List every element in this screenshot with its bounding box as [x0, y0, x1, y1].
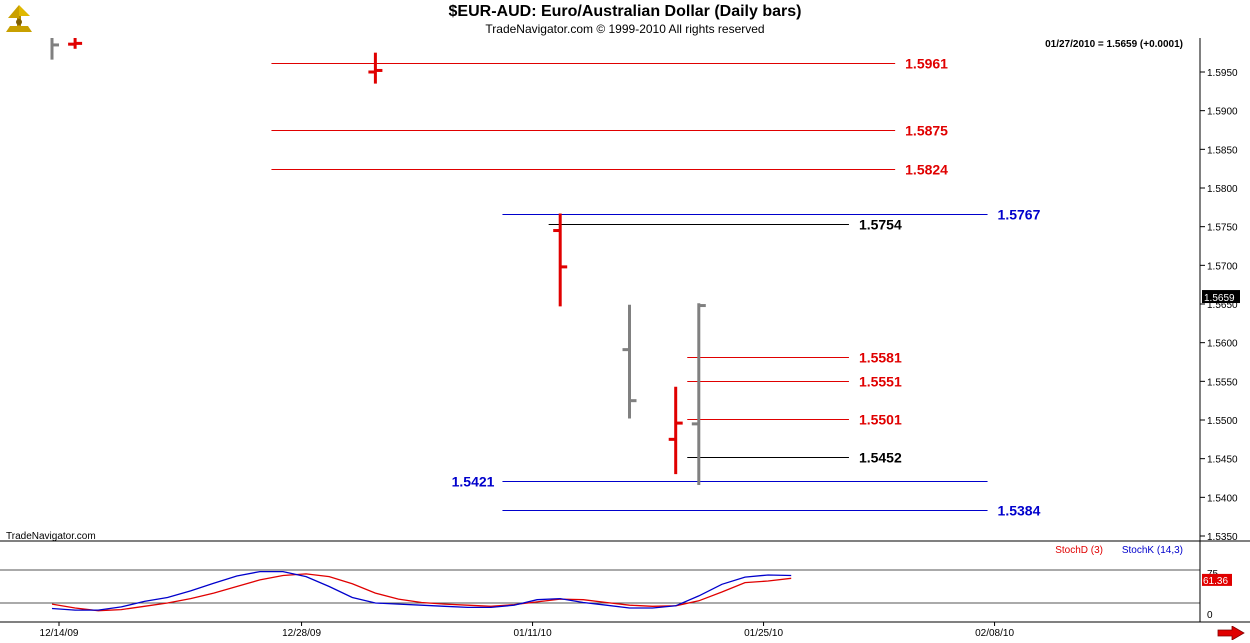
x-tick-label: 02/08/10 [975, 628, 1014, 639]
watermark-text: TradeNavigator.com [6, 531, 96, 542]
level-label: 1.5875 [905, 123, 948, 139]
stoch-series-line [51, 570, 792, 611]
x-tick-label: 01/25/10 [744, 628, 783, 639]
last-price-label: 1.5659 [1204, 293, 1235, 304]
y-tick-label: 1.5950 [1207, 68, 1238, 79]
level-label: 1.5501 [859, 412, 902, 428]
level-label: 1.5384 [998, 503, 1041, 519]
level-label: 1.5581 [859, 350, 902, 366]
level-label: 1.5961 [905, 56, 948, 72]
level-label: 1.5754 [859, 217, 902, 233]
y-tick-label: 1.5350 [1207, 532, 1238, 543]
y-tick-label: 1.5550 [1207, 377, 1238, 388]
y-tick-label: 1.5800 [1207, 184, 1238, 195]
y-tick-label: 1.5600 [1207, 339, 1238, 350]
level-label: 1.5452 [859, 450, 902, 466]
price-axis-bg [1200, 38, 1250, 540]
stoch-last-value-label: 61.36 [1203, 576, 1228, 587]
y-tick-label: 1.5900 [1207, 107, 1238, 118]
level-label: 1.5767 [998, 207, 1041, 223]
last-quote-label: 01/27/2010 = 1.5659 (+0.0001) [1045, 39, 1183, 50]
scroll-right-arrow-icon[interactable] [1216, 626, 1246, 640]
y-tick-label: 1.5750 [1207, 223, 1238, 234]
stochd-legend: StochD (3) [1055, 545, 1103, 556]
stoch-last-value-box [1202, 573, 1232, 586]
level-label: 1.5551 [859, 374, 902, 390]
x-tick-label: 12/28/09 [282, 628, 321, 639]
y-tick-label: 1.5500 [1207, 416, 1238, 427]
x-tick-label: 01/11/10 [513, 628, 552, 639]
y-tick-label: 1.5700 [1207, 261, 1238, 272]
y-tick-label: 1.5850 [1207, 145, 1238, 156]
chart-title: $EUR-AUD: Euro/Australian Dollar (Daily … [448, 3, 802, 20]
stoch-y-tick-label: 0 [1207, 610, 1213, 621]
y-tick-label: 1.5650 [1207, 300, 1238, 311]
stochastic-panel: StochD (3) StochK (14,3) [0, 545, 1200, 612]
y-tick-label: 1.5400 [1207, 493, 1238, 504]
title-bar: $EUR-AUD: Euro/Australian Dollar (Daily … [0, 0, 1250, 38]
stochk-legend: StochK (14,3) [1122, 545, 1183, 556]
level-label: 1.5421 [452, 474, 495, 490]
last-price-box [1202, 290, 1240, 304]
level-label: 1.5824 [905, 162, 948, 178]
axes: 1.5350 1.5400 1.5450 1.5500 1.5550 1.5600 1.56… [0, 38, 1250, 639]
x-tick-label: 12/14/09 [40, 628, 79, 639]
trade-navigator-logo-icon [6, 5, 32, 32]
copyright-subtitle: TradeNavigator.com © 1999-2010 All right… [485, 22, 765, 36]
y-tick-label: 1.5450 [1207, 455, 1238, 466]
price-panel: 1.5961 1.5875 1.5824 1.5767 1.5754 1.5581 1.55… [50, 38, 1041, 519]
